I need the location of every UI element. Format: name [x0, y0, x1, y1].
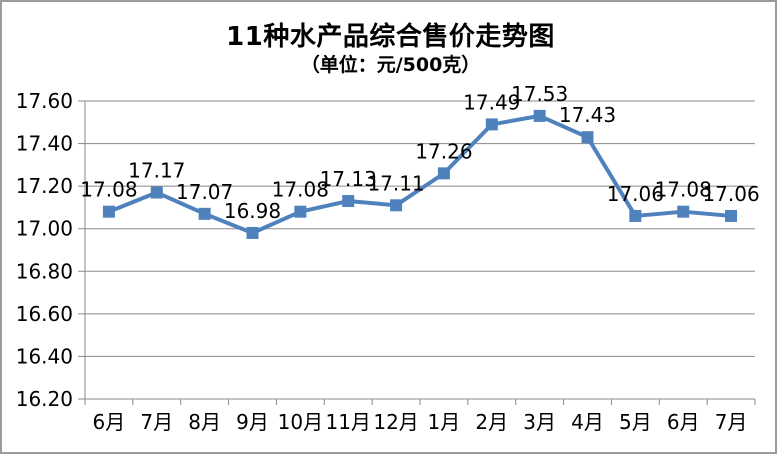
x-axis-category-label: 9月	[236, 410, 269, 434]
data-point-marker	[294, 205, 307, 218]
data-label: 17.08	[655, 178, 712, 202]
data-point-marker	[102, 205, 115, 218]
data-point-marker	[581, 131, 594, 144]
x-axis-category-label: 2月	[475, 410, 508, 434]
data-point-marker	[246, 226, 259, 239]
data-label: 17.17	[128, 159, 185, 183]
data-label: 17.13	[320, 167, 377, 191]
data-point-marker	[390, 199, 403, 212]
data-point-marker	[485, 118, 498, 131]
data-label: 17.43	[559, 103, 616, 127]
x-axis-category-label: 7月	[140, 410, 173, 434]
x-axis-category-label: 7月	[715, 410, 748, 434]
data-label: 17.49	[463, 90, 520, 114]
x-axis-category-label: 8月	[188, 410, 221, 434]
y-axis-tick-label: 17.20	[16, 174, 73, 198]
data-label: 17.06	[607, 182, 664, 206]
x-axis-category-label: 3月	[523, 410, 556, 434]
x-axis-category-label: 11月	[325, 410, 370, 434]
x-axis-category-label: 6月	[667, 410, 700, 434]
x-axis-category-label: 12月	[373, 410, 418, 434]
data-point-marker	[198, 207, 211, 220]
chart-subtitle: （单位：元/500克）	[300, 54, 481, 76]
y-axis-tick-label: 16.60	[16, 302, 73, 326]
y-axis-tick-label: 17.60	[16, 89, 73, 113]
data-point-marker	[533, 109, 546, 122]
data-point-marker	[342, 195, 355, 208]
data-label: 17.08	[80, 178, 137, 202]
series-line	[106, 113, 734, 235]
data-label: 17.11	[367, 171, 424, 195]
x-axis-category-label: 5月	[619, 410, 652, 434]
x-axis-category-label: 4月	[571, 410, 604, 434]
data-label: 16.98	[224, 199, 281, 223]
data-point-marker	[629, 209, 642, 222]
chart-title: 11种水产品综合售价走势图	[226, 22, 555, 52]
data-point-marker	[437, 167, 450, 180]
y-axis-tick-label: 16.80	[16, 259, 73, 283]
data-label: 17.53	[511, 82, 568, 106]
y-axis-tick-label: 17.40	[16, 132, 73, 156]
data-point-marker	[677, 205, 690, 218]
y-axis-tick-label: 16.40	[16, 344, 73, 368]
x-axis-category-label: 6月	[93, 410, 126, 434]
x-axis-category-label: 10月	[278, 410, 323, 434]
data-label: 17.08	[272, 178, 329, 202]
y-axis-tick-label: 17.00	[16, 217, 73, 241]
data-point-marker	[150, 186, 163, 199]
data-label: 17.26	[415, 139, 472, 163]
x-axis-category-label: 1月	[428, 410, 461, 434]
data-label: 17.07	[176, 180, 233, 204]
data-label: 17.06	[702, 182, 759, 206]
y-axis-tick-label: 16.20	[16, 387, 73, 411]
data-point-marker	[725, 209, 738, 222]
